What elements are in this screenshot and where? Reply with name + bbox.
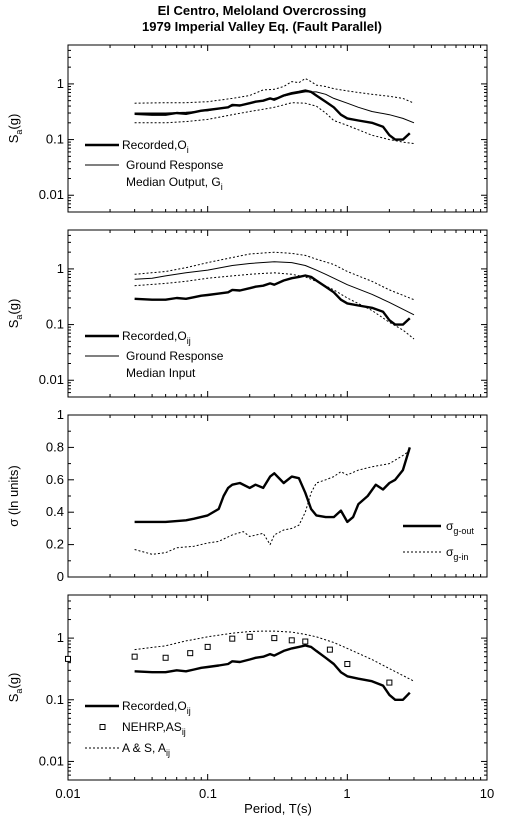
y-axis-label: Sa(g) <box>6 673 24 703</box>
data-point-square <box>162 654 169 661</box>
legend-label: Median Output, Gi <box>126 175 223 192</box>
y-tick-label: 0.4 <box>46 504 64 519</box>
chart-panel-3: 0 0.2 0.4 0.6 0.8 1 σ (ln units) σg-out σg-in <box>6 407 488 584</box>
legend-label: A & S, Aij <box>122 741 170 758</box>
legend: Recorded,Oij Ground Response Median Input <box>85 329 224 380</box>
legend-label: Recorded,Oi <box>122 138 189 155</box>
y-tick-label: 1 <box>57 407 64 422</box>
y-tick-label: 1 <box>57 261 64 276</box>
data-point-square <box>386 679 393 686</box>
x-axis-label: Period, T(s) <box>244 801 312 816</box>
y-tick-label: 0.1 <box>46 692 64 707</box>
y-tick-label: 1 <box>57 630 64 645</box>
series-line-thin <box>134 261 415 316</box>
data-point-square <box>271 635 278 642</box>
legend-label: Ground Response <box>126 158 224 172</box>
data-point-square <box>131 653 138 660</box>
data-point-square <box>229 635 236 642</box>
y-axis-label: Sa(g) <box>6 114 24 144</box>
y-tick-label: 0.01 <box>39 753 64 768</box>
legend: Recorded,Oij NEHRP,ASij A & S, Aij <box>85 699 191 758</box>
y-tick-label: 0.1 <box>46 132 64 147</box>
plot-frame <box>67 229 488 398</box>
data-point-square <box>65 655 71 662</box>
y-tick-label: 0.1 <box>46 317 64 332</box>
plot-frame <box>67 414 488 578</box>
legend-label: σg-in <box>446 545 468 562</box>
y-tick-label: 0 <box>57 569 64 584</box>
legend: Recorded,Oi Ground Response Median Output,… <box>85 138 224 192</box>
y-tick-label: 0.01 <box>39 187 64 202</box>
x-tick-labels: 0.01 0.1 1 10 <box>55 786 494 801</box>
series-line-dotted <box>134 272 415 340</box>
series-line-dotted <box>134 78 415 104</box>
data-point-square <box>246 633 253 640</box>
x-tick-label: 1 <box>343 786 350 801</box>
chart-panel-4: 0.01 0.1 1 Sa(g) Recorded,Oij NEHRP,ASij A & S… <box>6 594 488 781</box>
series-line-dotted <box>134 102 415 144</box>
y-axis-label: Sa(g) <box>6 299 24 329</box>
series-line-thick <box>134 89 411 141</box>
legend-label: σg-out <box>446 519 474 536</box>
data-point-square <box>344 661 351 668</box>
data-point-square <box>302 638 309 645</box>
series-line-thick <box>134 274 411 326</box>
legend-label: Median Input <box>126 366 196 380</box>
x-tick-label: 0.01 <box>55 786 80 801</box>
data-point-square <box>204 643 211 650</box>
x-tick-label: 10 <box>480 786 494 801</box>
legend: σg-out σg-in <box>403 519 474 562</box>
legend-label: NEHRP,ASij <box>122 720 186 737</box>
legend-label: Recorded,Oij <box>122 329 191 346</box>
plot-frame <box>67 44 488 213</box>
figure-title-line2: 1979 Imperial Valley Eq. (Fault Parallel… <box>142 19 382 34</box>
y-axis-label: σ (ln units) <box>6 465 21 526</box>
plot-frame <box>67 594 488 781</box>
series-line-dotted <box>134 450 411 555</box>
y-tick-label: 0.2 <box>46 537 64 552</box>
series-line-thick <box>134 644 411 701</box>
y-tick-label: 1 <box>57 76 64 91</box>
legend-label: Ground Response <box>126 349 224 363</box>
y-tick-label: 0.6 <box>46 472 64 487</box>
legend-marker-square <box>99 724 106 730</box>
y-tick-label: 0.01 <box>39 372 64 387</box>
series-line-thin <box>134 91 415 124</box>
legend-label: Recorded,Oij <box>122 699 191 716</box>
series-line-dotted <box>134 251 415 301</box>
x-tick-label: 0.1 <box>199 786 217 801</box>
data-point-square <box>187 650 194 657</box>
data-point-square <box>288 637 295 644</box>
data-point-square <box>326 646 333 653</box>
figure-title-line1: El Centro, Meloland Overcrossing <box>158 3 367 18</box>
y-tick-label: 0.8 <box>46 439 64 454</box>
chart-panel-1: 0.01 0.1 1 Sa(g) Recorded,Oi Ground Response M… <box>6 44 488 213</box>
series-line-thick <box>134 447 411 524</box>
chart-panel-2: 0.01 0.1 1 Sa(g) Recorded,Oij Ground Response… <box>6 229 488 398</box>
